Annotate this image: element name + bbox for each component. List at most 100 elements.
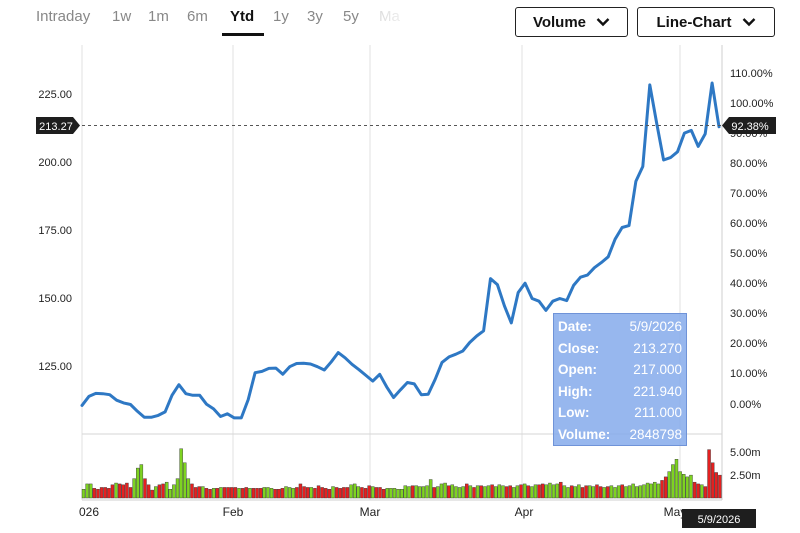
- crosshair-date-text: 5/9/2026: [698, 514, 741, 526]
- volume-bar: [635, 486, 639, 499]
- volume-bar: [425, 485, 429, 499]
- y-tick-label: 175.00: [38, 225, 72, 237]
- volume-bar: [591, 486, 596, 499]
- volume-bar: [309, 487, 314, 499]
- volume-bar: [685, 476, 690, 499]
- volume-bar: [320, 487, 324, 499]
- volume-bar: [530, 486, 534, 499]
- volume-bar: [595, 484, 599, 499]
- volume-dropdown[interactable]: Volume: [515, 7, 628, 37]
- volume-bar: [682, 474, 686, 499]
- volume-bar: [696, 483, 700, 499]
- volume-bar: [551, 484, 556, 499]
- tab-5y[interactable]: 5y: [343, 8, 359, 25]
- volume-bar: [649, 483, 653, 499]
- volume-bar: [613, 487, 617, 499]
- tab-3y[interactable]: 3y: [307, 8, 323, 25]
- volume-bar: [508, 485, 512, 499]
- volume-bar: [678, 471, 682, 499]
- volume-bar: [360, 487, 364, 499]
- volume-tick-label: 5.00m: [730, 447, 761, 459]
- volume-bar: [291, 488, 295, 499]
- price-line: [80, 81, 721, 420]
- volume-bar: [107, 488, 111, 499]
- volume-bar: [240, 488, 245, 499]
- volume-bar: [660, 480, 664, 499]
- volume-bar: [389, 488, 393, 499]
- volume-tick-label: 2.50m: [730, 470, 761, 482]
- volume-bar: [472, 487, 476, 499]
- volume-bar: [663, 476, 668, 499]
- volume-bar: [287, 487, 292, 499]
- volume-bar: [334, 487, 339, 499]
- volume-bar: [598, 486, 603, 499]
- volume-bar: [436, 486, 440, 499]
- volume-bar: [157, 484, 162, 499]
- tab-intraday[interactable]: Intraday: [36, 8, 91, 25]
- volume-bar: [208, 489, 212, 499]
- y2-tick-label: 20.00%: [730, 338, 768, 350]
- volume-bar: [233, 487, 238, 499]
- volume-bar: [653, 481, 657, 499]
- volume-bar: [497, 484, 502, 499]
- tab-1w[interactable]: 1w: [112, 8, 132, 25]
- volume-bar: [674, 459, 679, 499]
- volume-bar: [255, 488, 259, 499]
- volume-bar: [447, 485, 451, 499]
- volume-bar: [371, 486, 375, 499]
- volume-bar: [204, 488, 209, 499]
- volume-bar: [128, 487, 133, 499]
- volume-bar: [316, 485, 321, 499]
- volume-bar: [251, 488, 256, 499]
- tab-ytd[interactable]: Ytd: [230, 8, 255, 25]
- volume-bar: [418, 486, 422, 499]
- volume-bar: [566, 487, 570, 499]
- volume-bar: [193, 487, 198, 499]
- y2-tick-label: 70.00%: [730, 188, 768, 200]
- y-tick-label: 150.00: [38, 293, 72, 305]
- volume-bar: [515, 485, 520, 499]
- tooltip-key: Date:: [558, 319, 592, 335]
- volume-bar: [443, 482, 447, 499]
- volume-bar: [219, 487, 223, 499]
- y-tick-label: 225.00: [38, 89, 72, 101]
- volume-bar: [324, 488, 328, 499]
- crosshair-pct-text: 92.38%: [731, 121, 769, 133]
- tab-1y[interactable]: 1y: [273, 8, 289, 25]
- crosshair-price-text: 213.27: [39, 121, 73, 133]
- volume-bar: [367, 485, 371, 499]
- volume-bar: [396, 489, 400, 499]
- tab-6m[interactable]: 6m: [187, 8, 208, 25]
- volume-bar: [237, 488, 241, 499]
- volume-bar: [645, 482, 650, 499]
- tabs-fade: [360, 0, 420, 40]
- volume-bar: [569, 485, 574, 499]
- volume-bar: [277, 489, 281, 499]
- volume-bar: [403, 485, 408, 499]
- chart-type-dropdown[interactable]: Line-Chart: [637, 7, 775, 37]
- volume-bar: [154, 486, 158, 499]
- volume-bar: [125, 482, 129, 499]
- crosshair-price-label: 213.27: [36, 117, 80, 134]
- crosshair-date-label: 5/9/2026: [682, 509, 756, 528]
- volume-bar: [179, 448, 183, 499]
- tooltip-value: 2848798: [629, 426, 682, 442]
- volume-bar: [92, 488, 97, 499]
- y2-tick-label: 40.00%: [730, 278, 768, 290]
- volume-bar: [85, 483, 89, 499]
- chevron-down-icon: [742, 18, 755, 27]
- tab-1m[interactable]: 1m: [148, 8, 169, 25]
- volume-bar: [490, 484, 494, 499]
- volume-bar: [295, 487, 299, 499]
- volume-bar: [533, 484, 538, 499]
- y2-tick-label: 30.00%: [730, 308, 768, 320]
- volume-bar: [631, 483, 635, 499]
- volume-bar: [703, 486, 708, 499]
- volume-bar: [273, 489, 277, 499]
- chevron-down-icon: [596, 18, 610, 27]
- volume-bar: [432, 487, 436, 499]
- x-tick-label: Apr: [515, 505, 534, 519]
- volume-bar: [548, 482, 552, 499]
- active-tab-underline: [222, 33, 264, 36]
